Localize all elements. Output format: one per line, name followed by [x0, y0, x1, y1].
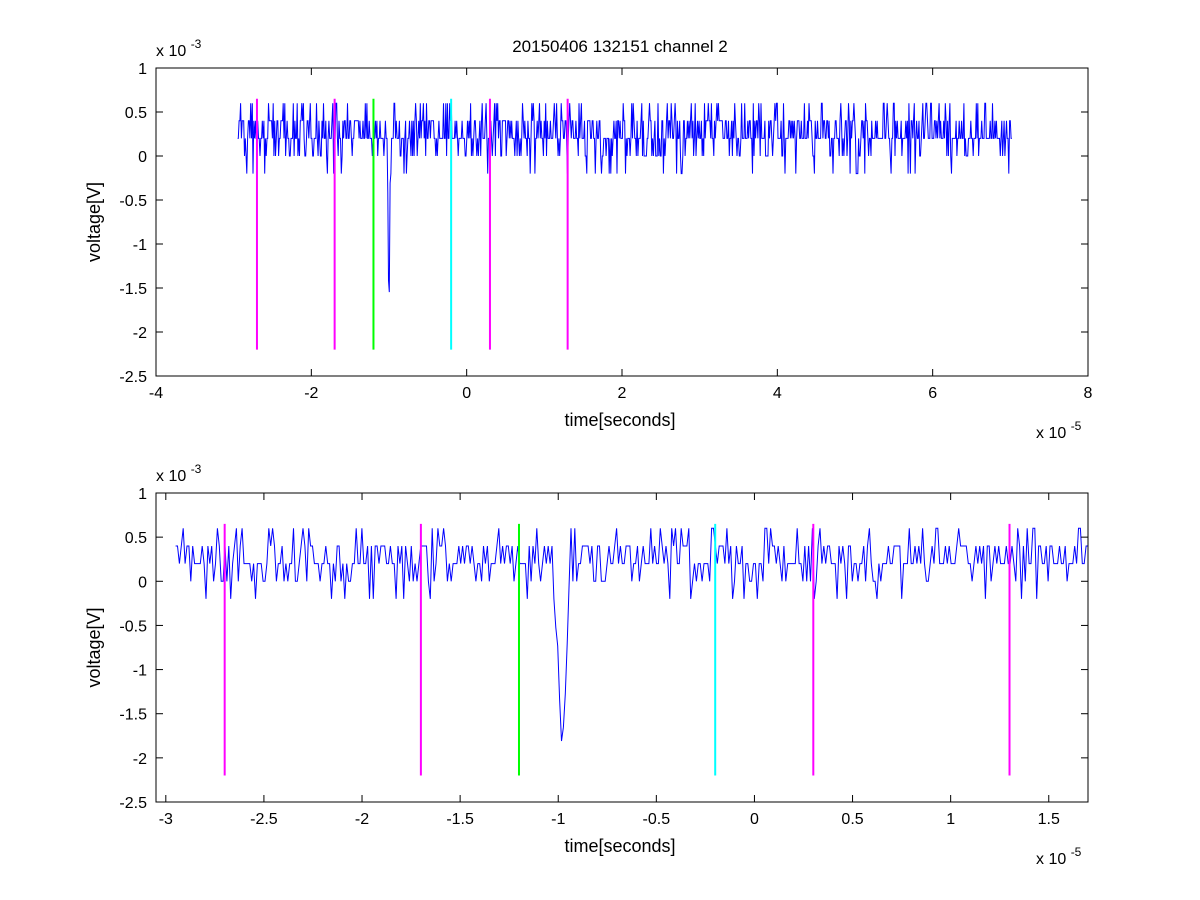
x-axis-label: time[seconds] — [564, 410, 675, 430]
top-subplot: -4 -2 0 2 4 6 8 1 0.5 0 -0.5 -1 -1.5 -2 -2.5 time[secon… — [84, 37, 1093, 442]
y-tick-label: 0.5 — [125, 105, 147, 122]
x-exponent-label: x 10 -5 — [1036, 419, 1082, 442]
y-exponent-label: x 10 -3 — [156, 37, 202, 60]
x-tick-label: 6 — [928, 385, 937, 402]
y-tick-label: -1 — [133, 237, 147, 254]
y-tick-label: -0.5 — [119, 193, 147, 210]
y-tick-label: 0 — [138, 574, 147, 591]
y-tick-label: 0.5 — [125, 530, 147, 547]
x-tick-label: -2 — [355, 811, 369, 828]
x-tick-label: 4 — [773, 385, 782, 402]
x-tick-label: -1.5 — [446, 811, 474, 828]
figure-title: 20150406 132151 channel 2 — [512, 37, 728, 56]
y-tick-label: 0 — [138, 149, 147, 166]
x-tick-label: 0.5 — [841, 811, 863, 828]
x-tick-label: 0 — [750, 811, 759, 828]
y-tick-label: -2.5 — [119, 369, 147, 386]
y-tick-label: -1 — [133, 663, 147, 680]
x-tick-label: -0.5 — [643, 811, 671, 828]
axes-box — [155, 67, 1089, 377]
x-exponent-label: x 10 -5 — [1036, 845, 1082, 868]
signal-trace — [175, 527, 1088, 742]
y-tick-label: -2.5 — [119, 795, 147, 812]
x-tick-label: 1.5 — [1038, 811, 1060, 828]
y-tick-label: 1 — [138, 486, 147, 503]
y-axis-label: voltage[V] — [84, 607, 104, 687]
y-tick-label: -2 — [133, 751, 147, 768]
x-tick-label: -2 — [304, 385, 318, 402]
x-tick-label: -2.5 — [250, 811, 278, 828]
signal-trace — [237, 102, 1012, 293]
x-tick-label: -3 — [159, 811, 173, 828]
x-tick-label: -1 — [551, 811, 565, 828]
x-axis-label: time[seconds] — [564, 836, 675, 856]
y-tick-label: -0.5 — [119, 618, 147, 635]
y-exponent-label: x 10 -3 — [156, 462, 202, 485]
y-tick-label: -1.5 — [119, 281, 147, 298]
y-tick-label: -2 — [133, 325, 147, 342]
y-tick-label: -1.5 — [119, 707, 147, 724]
y-tick-label: 1 — [138, 61, 147, 78]
y-axis-label: voltage[V] — [84, 182, 104, 262]
x-tick-label: 0 — [462, 385, 471, 402]
x-tick-label: 8 — [1084, 385, 1093, 402]
bottom-subplot: -3 -2.5 -2 -1.5 -1 -0.5 0 0.5 1 1.5 1 0.5 0 -0.5 -1 -1.… — [84, 462, 1089, 868]
x-tick-label: 2 — [618, 385, 627, 402]
axes-box — [155, 492, 1089, 803]
x-tick-label: 1 — [946, 811, 955, 828]
x-tick-label: -4 — [149, 385, 163, 402]
